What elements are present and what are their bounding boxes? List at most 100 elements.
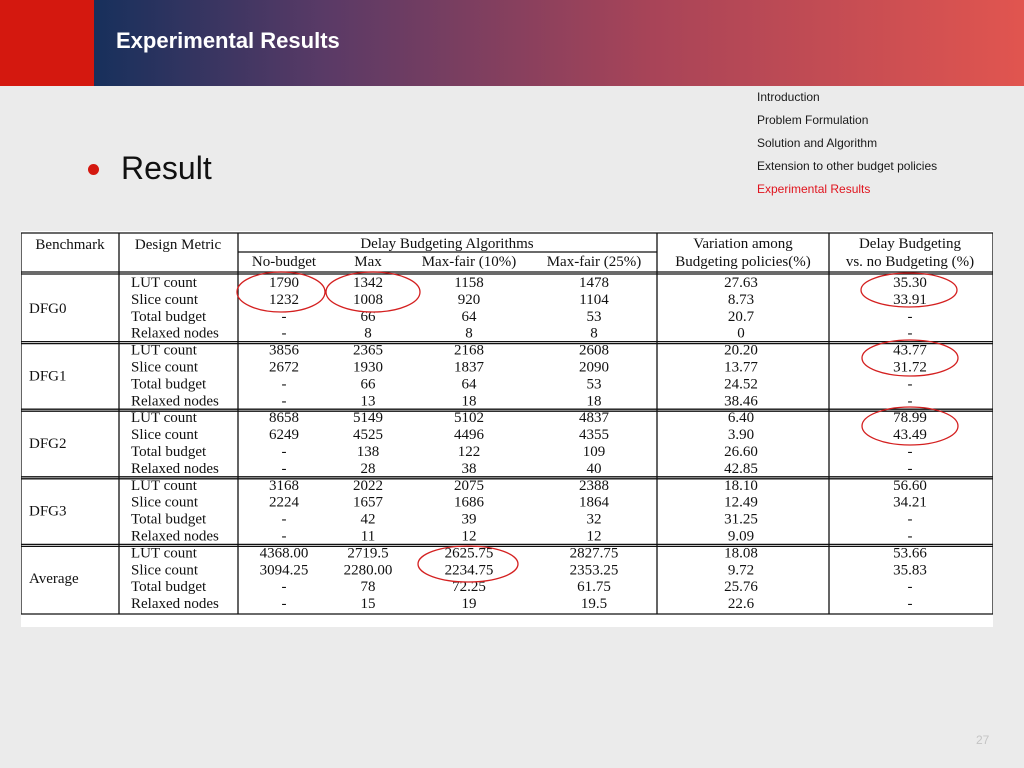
table-cell: 31.25 — [724, 512, 758, 528]
table-cell: - — [908, 309, 913, 325]
table-cell: 64 — [462, 376, 478, 392]
design-metric-label: LUT count — [131, 343, 198, 359]
nav-item-experimental-results[interactable]: Experimental Results — [757, 182, 871, 196]
table-cell: 66 — [361, 376, 377, 392]
table-cell: 3856 — [269, 343, 300, 359]
table-cell: 56.60 — [893, 478, 927, 494]
header-algorithm-column: Max — [354, 254, 382, 270]
table-cell: - — [908, 444, 913, 460]
table-cell: 33.91 — [893, 292, 927, 308]
table-cell: 72.25 — [452, 579, 486, 595]
slide-header: Experimental Results — [0, 0, 1024, 86]
design-metric-label: Total budget — [131, 579, 207, 595]
design-metric-label: Slice count — [131, 292, 199, 308]
table-cell: - — [282, 596, 287, 612]
design-metric-label: Relaxed nodes — [131, 529, 219, 545]
table-cell: - — [282, 512, 287, 528]
table-cell: 28 — [361, 461, 376, 477]
nav-item-introduction[interactable]: Introduction — [757, 90, 820, 104]
table-cell: 26.60 — [724, 444, 758, 460]
table-cell: 2625.75 — [445, 545, 494, 561]
table-cell: 39 — [462, 512, 477, 528]
design-metric-label: Slice count — [131, 495, 199, 511]
table-cell: 3.90 — [728, 427, 754, 443]
design-metric-label: Total budget — [131, 512, 207, 528]
annotation-circle — [860, 272, 958, 308]
table-cell: 61.75 — [577, 579, 611, 595]
annotation-circle — [861, 339, 959, 377]
table-cell: 4837 — [579, 410, 610, 426]
table-cell: 43.77 — [893, 343, 927, 359]
table-cell: - — [282, 579, 287, 595]
design-metric-label: LUT count — [131, 545, 198, 561]
table-cell: 18.10 — [724, 478, 758, 494]
annotation-circle — [417, 545, 519, 583]
annotation-circle — [325, 271, 421, 313]
header-variation: Budgeting policies(%) — [675, 254, 810, 270]
header-variation: Variation among — [693, 236, 793, 252]
table-cell: 19.5 — [581, 596, 607, 612]
table-cell: 2022 — [353, 478, 383, 494]
table-cell: 40 — [587, 461, 602, 477]
table-cell: 64 — [462, 309, 478, 325]
table-cell: 13 — [361, 393, 376, 409]
page-number: 27 — [976, 733, 990, 747]
table-cell: 24.52 — [724, 376, 758, 392]
design-metric-label: Relaxed nodes — [131, 326, 219, 342]
table-cell: - — [282, 309, 287, 325]
table-cell: 66 — [361, 309, 377, 325]
table-cell: 1342 — [353, 275, 383, 291]
benchmark-name: DFG2 — [29, 436, 67, 452]
design-metric-label: Slice count — [131, 360, 199, 376]
nav-item-solution-and-algorithm[interactable]: Solution and Algorithm — [757, 136, 878, 150]
table-cell: - — [908, 512, 913, 528]
table-cell: 8 — [590, 326, 598, 342]
bullet-item: Result — [88, 150, 212, 187]
design-metric-label: Relaxed nodes — [131, 461, 219, 477]
table-cell: 31.72 — [893, 360, 927, 376]
table-cell: 1930 — [353, 360, 383, 376]
table-cell: 5149 — [353, 410, 383, 426]
nav-item-problem-formulation[interactable]: Problem Formulation — [757, 113, 869, 127]
table-cell: 11 — [361, 529, 375, 545]
table-cell: - — [908, 461, 913, 477]
header-vs-no-budgeting: Delay Budgeting — [859, 236, 962, 252]
table-cell: 1657 — [353, 495, 384, 511]
design-metric-label: Total budget — [131, 376, 207, 392]
table-cell: 2280.00 — [344, 562, 393, 578]
table-cell: 2224 — [269, 495, 300, 511]
table-cell: 9.09 — [728, 529, 754, 545]
table-cell: - — [282, 529, 287, 545]
design-metric-label: Relaxed nodes — [131, 596, 219, 612]
table-cell: 12 — [462, 529, 477, 545]
table-cell: 9.72 — [728, 562, 754, 578]
table-cell: 4355 — [579, 427, 609, 443]
table-cell: 35.30 — [893, 275, 927, 291]
table-cell: 22.6 — [728, 596, 755, 612]
table-cell: 25.76 — [724, 579, 758, 595]
header-delay-group: Delay Budgeting Algorithms — [360, 236, 533, 252]
table-cell: - — [908, 579, 913, 595]
table-cell: 8658 — [269, 410, 299, 426]
table-cell: 1686 — [454, 495, 485, 511]
table-cell: 6249 — [269, 427, 299, 443]
table-cell: 1008 — [353, 292, 383, 308]
header-benchmark: Benchmark — [35, 237, 105, 253]
table-cell: 2827.75 — [570, 545, 619, 561]
table-cell: - — [282, 461, 287, 477]
table-cell: 2075 — [454, 478, 484, 494]
table-cell: 1104 — [579, 292, 609, 308]
table-cell: 0 — [737, 326, 745, 342]
table-cell: 18.08 — [724, 545, 758, 561]
table-cell: - — [908, 596, 913, 612]
design-metric-label: Total budget — [131, 444, 207, 460]
table-cell: 53.66 — [893, 545, 927, 561]
header-design-metric: Design Metric — [135, 237, 222, 253]
table-cell: 2608 — [579, 343, 609, 359]
nav-item-extension[interactable]: Extension to other budget policies — [757, 159, 938, 173]
benchmark-name: DFG0 — [29, 301, 67, 317]
table-cell: 34.21 — [893, 495, 927, 511]
bullet-text: Result — [121, 150, 212, 186]
table-cell: 2353.25 — [570, 562, 619, 578]
table-cell: 109 — [583, 444, 606, 460]
